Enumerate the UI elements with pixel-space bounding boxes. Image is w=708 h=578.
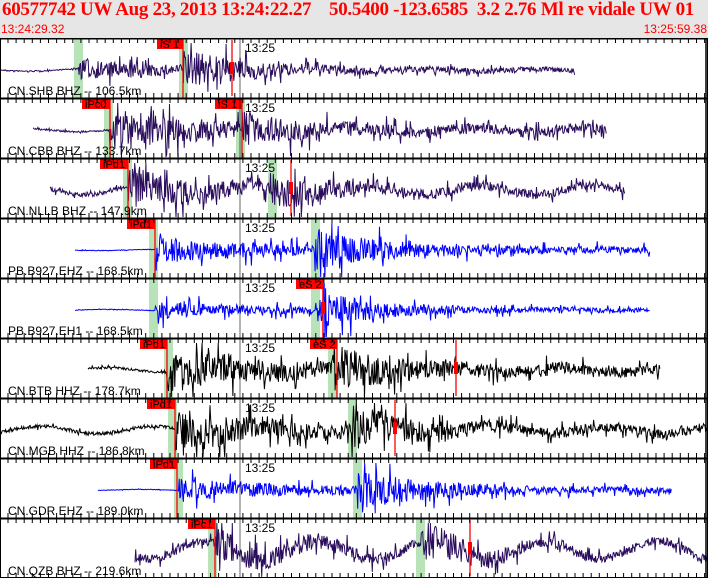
seismogram-trace: [87, 342, 661, 398]
seismogram-trace: [32, 102, 607, 158]
trace-label: PB.B927.EH1 -- 168.5km: [8, 324, 143, 338]
phase-pick-label: iPc1: [191, 519, 212, 531]
phase-pick-label: iPc0: [85, 99, 106, 111]
phase-pick-label: iPd1: [153, 459, 175, 471]
phase-pick-flag[interactable]: [157, 39, 183, 49]
trace-row[interactable]: eS 2 13:25 PB.B927.EH1 -- 168.5km: [0, 277, 708, 338]
predicted-arrival-band: [104, 98, 113, 158]
amplitude-pick-marker: [454, 362, 458, 374]
trace-row[interactable]: iPd1 13:25 CN.GDR EHZ -- 189.0km: [0, 457, 708, 518]
window-end-time: 13:25:59.38: [643, 22, 707, 36]
predicted-arrival-band: [416, 518, 425, 578]
predicted-arrival-band: [353, 458, 362, 518]
phase-pick-flag[interactable]: [188, 519, 215, 529]
trace-row[interactable]: iPc1 13:25 CN.QZB BHZ -- 219.6km: [0, 517, 708, 578]
time-mark-label: 13:25: [245, 161, 275, 175]
seismogram-trace: [49, 162, 626, 218]
phase-pick-label: iS 1: [160, 39, 179, 51]
trace-row[interactable]: iPd1 13:25 CN.MGB HHZ -- 186.8km: [0, 397, 708, 458]
phase-pick-label: eS 2: [313, 339, 336, 351]
amplitude-pick-marker: [393, 422, 397, 434]
trace-label: CN.CBB BHZ -- 133.7km: [8, 144, 141, 158]
trace-row[interactable]: iS 1 13:25 CN.SHB BHZ -- 106.5km: [0, 38, 708, 98]
phase-pick-label: iPd1: [103, 159, 125, 171]
phase-pick-flag[interactable]: [150, 459, 177, 469]
phase-pick-flag[interactable]: [127, 219, 155, 229]
time-mark-label: 13:25: [245, 521, 275, 535]
predicted-arrival-band: [164, 338, 173, 398]
phase-pick-flag[interactable]: [296, 279, 323, 289]
amplitude-pick-marker: [468, 542, 472, 554]
trace-label: CN.GDR EHZ -- 189.0km: [8, 504, 143, 518]
time-mark-label: 13:25: [245, 461, 275, 475]
trace-label: CN.MGB HHZ -- 186.8km: [8, 444, 145, 458]
amplitude-pick-marker: [321, 302, 325, 314]
predicted-arrival-band: [149, 218, 158, 278]
phase-pick-flag[interactable]: [310, 339, 337, 349]
phase-pick-flag[interactable]: [215, 99, 242, 109]
phase-pick-flag[interactable]: [140, 339, 167, 349]
phase-pick-flag[interactable]: [100, 159, 128, 169]
amplitude-pick-marker: [230, 62, 234, 74]
trace-row[interactable]: iPd1 eS 2 13:25 CN.BTB HHZ -- 178.7km: [0, 337, 708, 398]
time-mark-label: 13:25: [245, 281, 275, 295]
phase-pick-label: eS 2: [299, 279, 322, 291]
seismogram-trace: [134, 522, 708, 577]
amplitude-pick-marker: [289, 182, 293, 194]
seismogram-trace: [74, 282, 650, 338]
time-mark-label: 13:25: [245, 341, 275, 355]
trace-label: CN.NLLB BHZ -- 147.9km: [8, 204, 147, 218]
phase-pick-label: iPd1: [143, 339, 165, 351]
event-header: 60577742 UW Aug 23, 2013 13:24:22.27 50.…: [0, 0, 708, 38]
trace-row[interactable]: iPd1 13:25 CN.NLLB BHZ -- 147.9km: [0, 157, 708, 218]
phase-pick-flag[interactable]: [82, 99, 110, 109]
window-start-time: 13:24:29.32: [1, 22, 65, 36]
seismogram-trace: [74, 222, 651, 278]
time-mark-label: 13:25: [245, 41, 275, 55]
seismogram-trace: [97, 462, 672, 514]
seismogram-trace: [0, 42, 576, 92]
phase-pick-label: iS 1: [218, 99, 237, 111]
time-mark-label: 13:25: [245, 401, 275, 415]
phase-pick-flag[interactable]: [147, 399, 175, 409]
predicted-arrival-band: [328, 338, 337, 398]
trace-label: CN.SHB BHZ -- 106.5km: [8, 84, 141, 98]
trace-row[interactable]: iPd1 13:25 PB.B927.EHZ -- 168.5km: [0, 217, 708, 278]
phase-pick-label: iPd1: [130, 219, 152, 231]
time-mark-label: 13:25: [245, 221, 275, 235]
seismogram-trace: [0, 402, 708, 458]
predicted-arrival-band: [208, 518, 217, 578]
trace-label: PB.B927.EHZ -- 168.5km: [8, 264, 143, 278]
event-title: 60577742 UW Aug 23, 2013 13:24:22.27 50.…: [2, 0, 708, 20]
trace-label: CN.BTB HHZ -- 178.7km: [8, 384, 141, 398]
trace-label: CN.QZB BHZ -- 219.6km: [8, 564, 141, 578]
trace-row[interactable]: iPc0 iS 1 13:25 CN.CBB BHZ -- 133.7km: [0, 97, 708, 158]
predicted-arrival-band: [149, 278, 158, 338]
phase-pick-label: iPd1: [150, 399, 172, 411]
time-mark-label: 13:25: [245, 101, 275, 115]
